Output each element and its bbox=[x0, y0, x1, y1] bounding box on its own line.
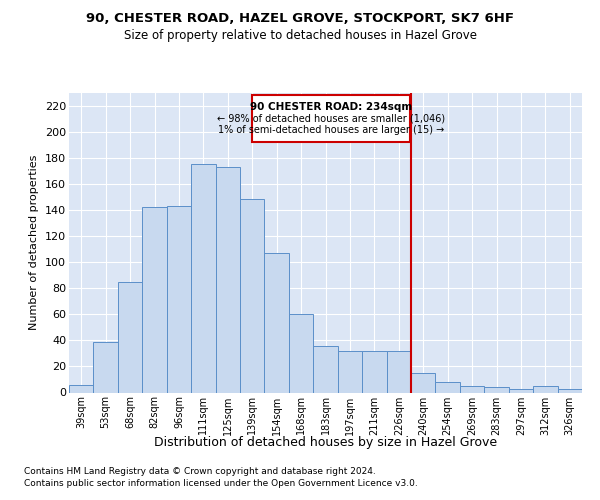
Bar bbox=[484, 388, 509, 392]
Bar bbox=[69, 384, 94, 392]
Bar bbox=[386, 351, 411, 393]
Bar bbox=[460, 386, 484, 392]
Bar bbox=[338, 351, 362, 393]
Bar bbox=[215, 167, 240, 392]
Text: 90, CHESTER ROAD, HAZEL GROVE, STOCKPORT, SK7 6HF: 90, CHESTER ROAD, HAZEL GROVE, STOCKPORT… bbox=[86, 12, 514, 26]
Bar bbox=[362, 351, 386, 393]
Bar bbox=[436, 382, 460, 392]
Bar bbox=[265, 253, 289, 392]
Bar bbox=[191, 164, 215, 392]
Text: Distribution of detached houses by size in Hazel Grove: Distribution of detached houses by size … bbox=[154, 436, 497, 449]
Bar bbox=[509, 388, 533, 392]
Bar bbox=[313, 346, 338, 393]
Bar bbox=[118, 282, 142, 393]
Bar bbox=[167, 206, 191, 392]
Bar bbox=[289, 314, 313, 392]
Y-axis label: Number of detached properties: Number of detached properties bbox=[29, 155, 40, 330]
Bar bbox=[142, 208, 167, 392]
Bar bbox=[252, 95, 410, 142]
Text: Contains HM Land Registry data © Crown copyright and database right 2024.: Contains HM Land Registry data © Crown c… bbox=[24, 466, 376, 475]
Bar bbox=[557, 388, 582, 392]
Text: ← 98% of detached houses are smaller (1,046): ← 98% of detached houses are smaller (1,… bbox=[217, 114, 445, 124]
Text: Size of property relative to detached houses in Hazel Grove: Size of property relative to detached ho… bbox=[124, 29, 476, 42]
Text: Contains public sector information licensed under the Open Government Licence v3: Contains public sector information licen… bbox=[24, 480, 418, 488]
Bar bbox=[94, 342, 118, 392]
Bar bbox=[240, 200, 265, 392]
Text: 90 CHESTER ROAD: 234sqm: 90 CHESTER ROAD: 234sqm bbox=[250, 102, 412, 112]
Bar bbox=[411, 373, 436, 392]
Bar bbox=[533, 386, 557, 392]
Text: 1% of semi-detached houses are larger (15) →: 1% of semi-detached houses are larger (1… bbox=[218, 126, 444, 136]
